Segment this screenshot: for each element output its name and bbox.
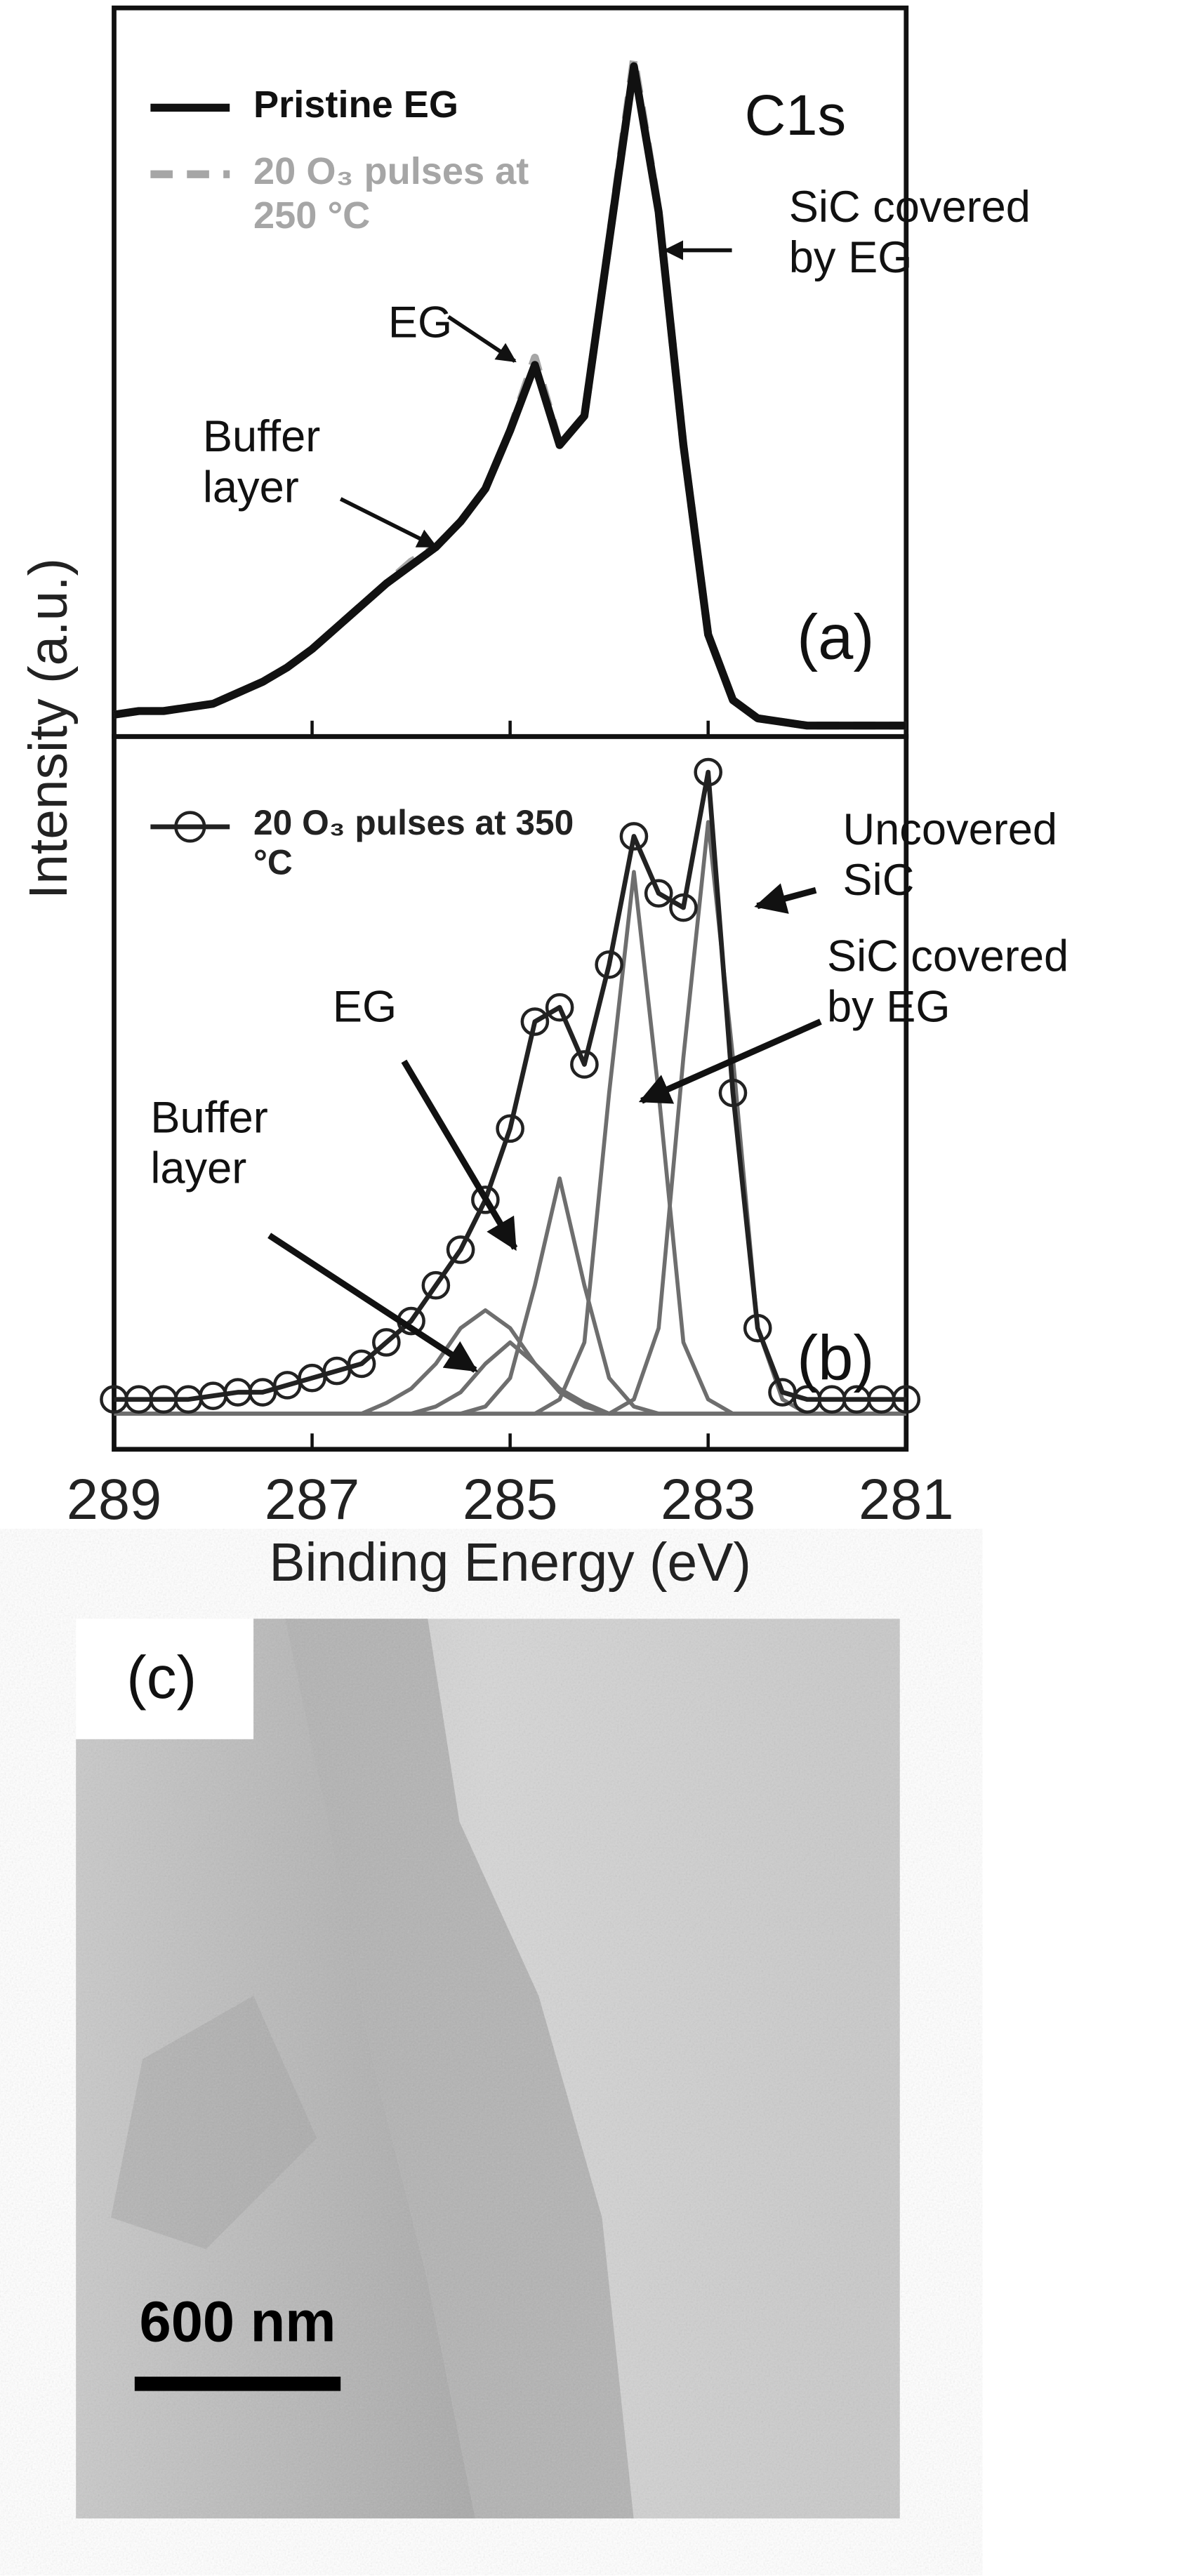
annotation-arrow bbox=[754, 883, 817, 914]
tem-image: 600 nm (c) bbox=[76, 1619, 900, 2518]
annotation: EG bbox=[332, 982, 397, 1032]
annotation-arrow bbox=[447, 314, 517, 363]
fit-component bbox=[114, 1176, 906, 1416]
x-tick-label: 281 bbox=[859, 1468, 954, 1532]
data-point bbox=[743, 1313, 772, 1343]
data-point bbox=[718, 1078, 748, 1108]
annotation-arrow bbox=[339, 497, 438, 549]
panel-label: (c) bbox=[126, 1644, 197, 1711]
x-axis-label: Binding Energy (eV) bbox=[269, 1533, 751, 1593]
data-point bbox=[372, 1328, 401, 1357]
x-tick-label: 283 bbox=[661, 1468, 756, 1532]
data-point bbox=[892, 1385, 921, 1414]
annotation: SiC covered by EG bbox=[788, 182, 1031, 283]
data-point bbox=[520, 1007, 550, 1036]
data-point bbox=[471, 1186, 500, 1214]
x-tick-label: 285 bbox=[463, 1468, 558, 1532]
data-point bbox=[644, 879, 673, 908]
annotation: (a) bbox=[797, 603, 875, 674]
data-point bbox=[347, 1349, 376, 1379]
legend-label: 20 O₃ pulses at 350 °C bbox=[253, 803, 574, 883]
data-point bbox=[669, 893, 698, 922]
scale-bar-label: 600 nm bbox=[140, 2290, 336, 2353]
annotation-arrow bbox=[638, 1018, 822, 1104]
legend-marker bbox=[174, 811, 206, 843]
annotation: Buffer layer bbox=[202, 411, 321, 512]
data-point bbox=[619, 822, 649, 851]
data-point bbox=[694, 757, 723, 787]
data-point bbox=[421, 1270, 451, 1300]
annotation-arrow bbox=[267, 1233, 478, 1373]
annotation: EG bbox=[388, 298, 453, 347]
series-line bbox=[113, 62, 906, 730]
annotation: C1s bbox=[744, 82, 847, 147]
data-point bbox=[595, 950, 623, 979]
annotation: Buffer layer bbox=[150, 1093, 268, 1193]
fit-component bbox=[114, 1308, 906, 1416]
annotation-arrow bbox=[401, 1059, 518, 1252]
x-tick-label: 289 bbox=[67, 1468, 162, 1532]
legend-label: Pristine EG bbox=[253, 84, 459, 127]
data-point bbox=[446, 1235, 475, 1264]
annotation: SiC covered by EG bbox=[826, 931, 1069, 1032]
data-point bbox=[496, 1114, 524, 1143]
series-line bbox=[114, 769, 906, 1402]
annotation: Uncovered SiC bbox=[842, 804, 1058, 905]
data-point bbox=[545, 992, 574, 1022]
legend-label: 20 O₃ pulses at 250 °C bbox=[253, 150, 529, 237]
y-axis-label: Intensity (a.u.) bbox=[19, 558, 79, 899]
data-point bbox=[570, 1050, 599, 1079]
x-tick-label: 287 bbox=[265, 1468, 360, 1532]
annotation: (b) bbox=[797, 1324, 875, 1394]
